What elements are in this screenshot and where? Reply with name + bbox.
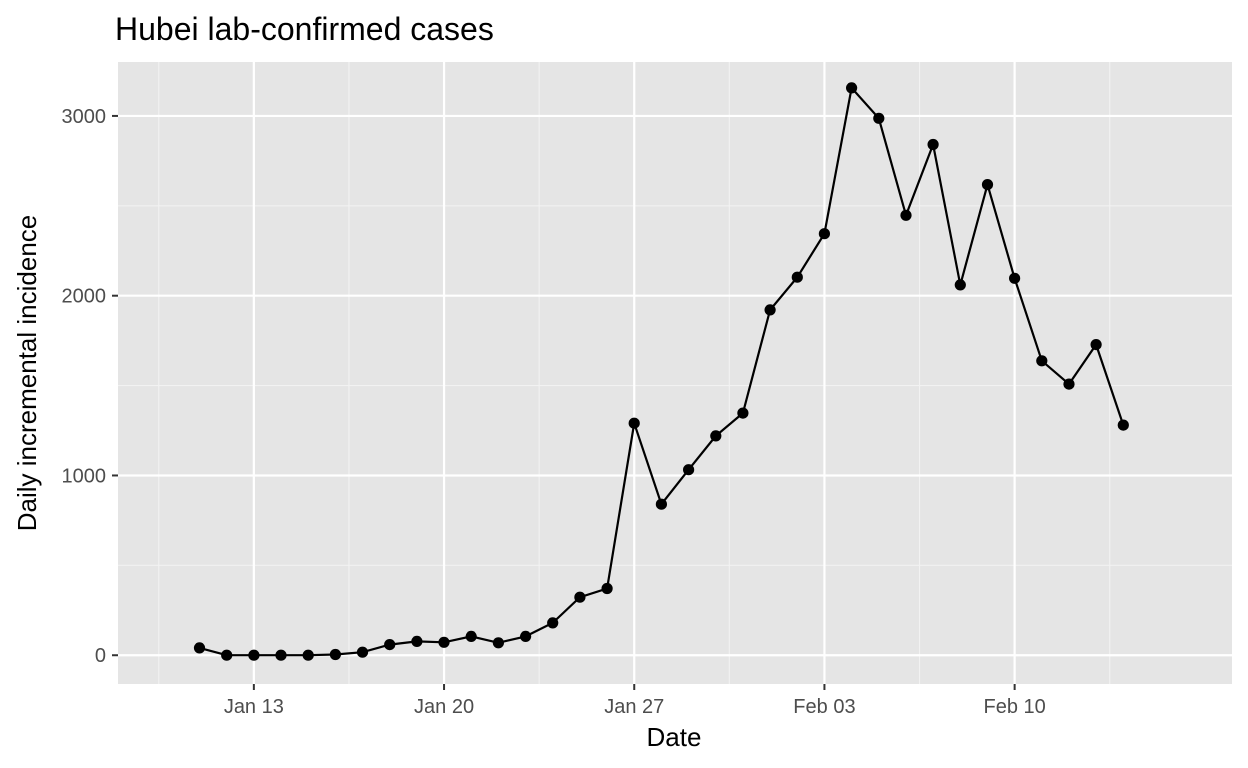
data-point: [193, 642, 206, 654]
data-point: [927, 138, 939, 151]
data-point: [302, 649, 314, 661]
data-point: [628, 417, 640, 429]
x-tick-label: Jan 13: [224, 696, 284, 718]
data-point: [356, 646, 369, 658]
data-point: [1117, 419, 1129, 431]
data-point: [547, 617, 559, 629]
data-point: [954, 279, 966, 291]
data-point: [248, 649, 260, 661]
data-point: [384, 639, 396, 651]
data-point: [737, 407, 749, 419]
data-point: [818, 228, 831, 240]
x-tick-label: Feb 03: [793, 696, 855, 718]
data-point: [900, 209, 912, 221]
data-point: [520, 630, 532, 643]
data-point: [710, 430, 722, 442]
data-point: [601, 582, 613, 595]
y-tick-label: 3000: [62, 106, 107, 128]
data-point: [846, 82, 858, 94]
y-tick-label: 2000: [62, 286, 107, 308]
data-points: [193, 82, 1129, 661]
plot-panel: [118, 62, 1232, 684]
y-axis-title: Daily incremental incidence: [12, 215, 42, 531]
data-point: [492, 637, 504, 649]
data-point: [574, 591, 586, 603]
y-tick-label: 0: [95, 645, 106, 667]
data-point: [329, 648, 341, 661]
y-tick-label: 1000: [62, 465, 107, 487]
data-point: [275, 649, 287, 661]
major-gridlines: [118, 62, 1232, 684]
y-axis: 0 1000 2000 3000: [62, 106, 118, 667]
data-point: [411, 635, 423, 648]
data-point: [1036, 355, 1048, 367]
data-point: [438, 636, 450, 648]
data-point: [1009, 272, 1021, 284]
x-tick-label: Feb 10: [984, 696, 1046, 718]
data-point: [981, 179, 994, 191]
x-tick-label: Jan 27: [604, 696, 664, 718]
data-point: [791, 271, 803, 283]
x-tick-label: Jan 20: [414, 696, 474, 718]
data-point: [465, 630, 477, 643]
x-axis: Jan 13 Jan 20 Jan 27 Feb 03 Feb 10: [224, 684, 1046, 718]
data-point: [873, 112, 885, 124]
minor-gridlines: [118, 62, 1232, 684]
data-point: [1063, 378, 1075, 390]
data-point: [683, 464, 695, 476]
data-point: [221, 649, 233, 661]
x-axis-title: Date: [647, 722, 702, 752]
chart-title: Hubei lab-confirmed cases: [115, 11, 494, 47]
data-point: [1090, 339, 1102, 351]
data-point: [655, 498, 668, 510]
data-point: [764, 304, 776, 316]
